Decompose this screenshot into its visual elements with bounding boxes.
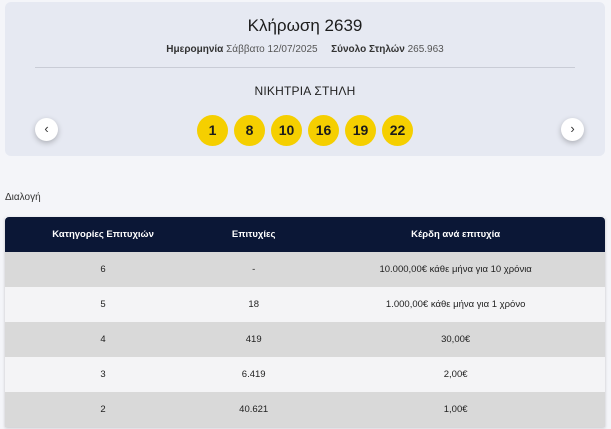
winning-number-ball: 8 bbox=[234, 115, 265, 146]
column-header: Κατηγορίες Επιτυχιών bbox=[5, 217, 202, 252]
total-columns-value: 265.963 bbox=[407, 44, 444, 55]
category-cell: 6 bbox=[5, 252, 202, 287]
winning-column-title: ΝΙΚΗΤΡΙΑ ΣΤΗΛΗ bbox=[254, 84, 356, 98]
draw-card: Κλήρωση 2639 Ημερομηνία Σάββατο 12/07/20… bbox=[5, 2, 605, 156]
winning-number-ball: 10 bbox=[271, 115, 302, 146]
previous-draw-button[interactable]: ‹ bbox=[35, 118, 58, 141]
winners-cell: 40.621 bbox=[201, 392, 307, 427]
column-header: Επιτυχίες bbox=[201, 217, 307, 252]
winning-number-ball: 19 bbox=[345, 115, 376, 146]
prize-cell: 10.000,00€ κάθε μήνα για 10 χρόνια bbox=[306, 252, 605, 287]
chevron-left-icon: ‹ bbox=[44, 121, 49, 136]
table-header-row: Κατηγορίες Επιτυχιών Επιτυχίες Κέρδη ανά… bbox=[5, 217, 605, 252]
table-row: 5 18 1.000,00€ κάθε μήνα για 1 χρόνο bbox=[5, 287, 605, 322]
category-cell: 5 bbox=[5, 287, 202, 322]
date-label: Ημερομηνία bbox=[166, 44, 224, 55]
table-row: 6 - 10.000,00€ κάθε μήνα για 10 χρόνια bbox=[5, 252, 605, 287]
category-cell: 2 bbox=[5, 392, 202, 427]
winners-cell: 6.419 bbox=[201, 357, 307, 392]
prize-cell: 1.000,00€ κάθε μήνα για 1 χρόνο bbox=[306, 287, 605, 322]
winning-number-ball: 22 bbox=[382, 115, 413, 146]
chevron-right-icon: › bbox=[570, 121, 575, 136]
prize-cell: 30,00€ bbox=[306, 322, 605, 357]
winning-numbers: 1 8 10 16 19 22 bbox=[5, 115, 605, 146]
results-table: Κατηγορίες Επιτυχιών Επιτυχίες Κέρδη ανά… bbox=[5, 217, 605, 427]
date-value: Σάββατο 12/07/2025 bbox=[226, 44, 318, 55]
draw-meta: Ημερομηνία Σάββατο 12/07/2025 Σύνολο Στη… bbox=[5, 44, 605, 55]
prize-cell: 2,00€ bbox=[306, 357, 605, 392]
total-columns-label: Σύνολο Στηλών bbox=[331, 44, 405, 55]
winners-cell: - bbox=[201, 252, 307, 287]
table-row: 3 6.419 2,00€ bbox=[5, 357, 605, 392]
table-row: 2 40.621 1,00€ bbox=[5, 392, 605, 427]
winning-number-ball: 16 bbox=[308, 115, 339, 146]
category-cell: 3 bbox=[5, 357, 202, 392]
winning-number-ball: 1 bbox=[197, 115, 228, 146]
category-cell: 4 bbox=[5, 322, 202, 357]
column-header: Κέρδη ανά επιτυχία bbox=[306, 217, 605, 252]
section-label: Διαλογή bbox=[5, 192, 41, 203]
next-draw-button[interactable]: › bbox=[561, 118, 584, 141]
prize-cell: 1,00€ bbox=[306, 392, 605, 427]
divider bbox=[35, 67, 575, 68]
winners-cell: 18 bbox=[201, 287, 307, 322]
table-row: 4 419 30,00€ bbox=[5, 322, 605, 357]
draw-title: Κλήρωση 2639 bbox=[247, 16, 363, 35]
winners-cell: 419 bbox=[201, 322, 307, 357]
